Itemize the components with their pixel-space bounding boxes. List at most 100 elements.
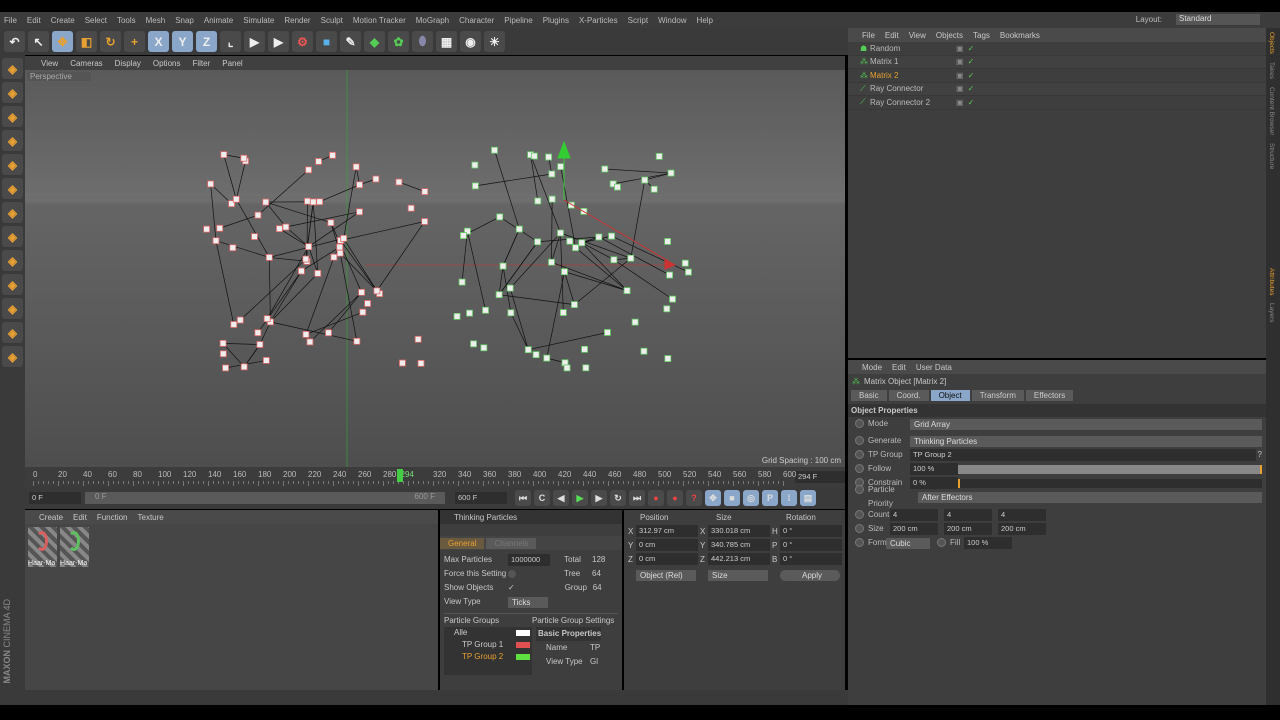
layout-dropdown[interactable]: Standard — [1176, 14, 1260, 25]
polygons-icon[interactable]: ◈ — [2, 178, 23, 199]
size-mode-dropdown[interactable]: Size — [708, 569, 768, 581]
force-checkbox[interactable] — [508, 570, 516, 578]
material-menu-texture[interactable]: Texture — [137, 512, 164, 522]
viewport-menu-panel[interactable]: Panel — [222, 58, 243, 68]
go-end-icon[interactable]: ⏭ — [629, 490, 645, 506]
magnet-icon[interactable]: ◈ — [2, 298, 23, 319]
om-menu-bookmarks[interactable]: Bookmarks — [999, 30, 1040, 40]
visibility-icon[interactable]: ▣ — [956, 43, 964, 53]
play-icon[interactable]: ▶ — [572, 490, 588, 506]
follow-field[interactable]: 100 % — [910, 463, 958, 475]
count-y[interactable]: 4 — [944, 509, 992, 521]
tweak-icon[interactable]: ◈ — [2, 250, 23, 271]
menu-character[interactable]: Character — [459, 15, 495, 25]
object-axis-icon[interactable]: ◈ — [2, 202, 23, 223]
menu-help[interactable]: Help — [696, 15, 713, 25]
step-forward-icon[interactable]: ▶ — [591, 490, 607, 506]
coord-field[interactable]: 340.785 cm — [708, 539, 770, 551]
move-gizmo-y[interactable] — [557, 140, 571, 200]
move-icon[interactable]: ✥ — [52, 31, 73, 52]
current-frame-field[interactable]: 294 F — [795, 471, 845, 483]
constrain-slider[interactable] — [958, 478, 1262, 488]
coordinate-system-icon[interactable]: ⌞ — [220, 31, 241, 52]
form-dropdown[interactable]: Cubic — [886, 537, 930, 549]
deformer-icon[interactable]: ⬮ — [412, 31, 433, 52]
material-menu-edit[interactable]: Edit — [73, 512, 87, 522]
am-menu-user-data[interactable]: User Data — [915, 362, 952, 372]
size-y[interactable]: 200 cm — [944, 523, 992, 535]
viewport-menu-view[interactable]: View — [41, 58, 59, 68]
step-back-icon[interactable]: ◀ — [553, 490, 569, 506]
om-menu-view[interactable]: View — [908, 30, 926, 40]
om-menu-edit[interactable]: Edit — [884, 30, 899, 40]
constrain-field[interactable]: 0 % — [910, 477, 958, 489]
menu-tools[interactable]: Tools — [116, 15, 136, 25]
end-frame-field[interactable]: 600 F — [455, 492, 507, 504]
key-param-icon[interactable]: P — [762, 490, 778, 506]
light-icon[interactable]: ☀ — [484, 31, 505, 52]
render-view-icon[interactable]: ▶ — [244, 31, 265, 52]
undo-icon[interactable]: ↶ — [4, 31, 25, 52]
enabled-check-icon[interactable]: ✓ — [967, 43, 975, 53]
material-menu-create[interactable]: Create — [39, 512, 64, 522]
model-icon[interactable]: ◈ — [2, 82, 23, 103]
om-menu-objects[interactable]: Objects — [935, 30, 964, 40]
go-start-icon[interactable]: ⏮ — [515, 490, 531, 506]
enabled-check-icon[interactable]: ✓ — [967, 70, 975, 80]
am-menu-edit[interactable]: Edit — [892, 362, 906, 372]
menu-create[interactable]: Create — [50, 15, 75, 25]
visibility-icon[interactable]: ▣ — [956, 57, 964, 67]
key-rotate-icon[interactable]: ◎ — [743, 490, 759, 506]
keyframe-icon[interactable]: ? — [686, 490, 702, 506]
material-swatch[interactable]: Haar-Ma — [28, 527, 57, 567]
menu-sculpt[interactable]: Sculpt — [320, 15, 343, 25]
menu-script[interactable]: Script — [627, 15, 649, 25]
timeline-ruler[interactable]: 294 F 0 20 40 60 80 100 120 140 160 180 200 220 240 2… — [25, 467, 845, 487]
start-frame-field[interactable]: 0 F — [29, 492, 81, 504]
menu-select[interactable]: Select — [84, 15, 107, 25]
tp-group-field[interactable]: TP Group 2 — [910, 449, 1256, 461]
tab-coord[interactable]: Coord. — [888, 389, 929, 401]
visibility-icon[interactable]: ▣ — [956, 84, 964, 94]
menu-animate[interactable]: Animate — [203, 15, 234, 25]
apply-button[interactable]: Apply — [780, 569, 840, 581]
add-icon[interactable]: + — [124, 31, 145, 52]
count-z[interactable]: 4 — [998, 509, 1046, 521]
scale-icon[interactable]: ◧ — [76, 31, 97, 52]
viewport-menu-cameras[interactable]: Cameras — [70, 58, 103, 68]
size-z[interactable]: 200 cm — [998, 523, 1046, 535]
tab-object[interactable]: Object — [930, 389, 970, 401]
visibility-icon[interactable]: ▣ — [956, 97, 964, 107]
mode-icon[interactable]: ◈ — [2, 58, 23, 79]
om-menu-file[interactable]: File — [862, 30, 875, 40]
coord-field[interactable]: 0 cm — [636, 539, 698, 551]
array-icon[interactable]: ✿ — [388, 31, 409, 52]
size-x[interactable]: 200 cm — [890, 523, 938, 535]
camera-icon[interactable]: ◉ — [460, 31, 481, 52]
coord-field[interactable]: 312.97 cm — [636, 525, 698, 537]
side-tab[interactable]: Attributes — [1268, 267, 1275, 296]
menu-mesh[interactable]: Mesh — [145, 15, 166, 25]
coord-field[interactable]: 0 ° — [780, 539, 842, 551]
show-objects-checkbox[interactable]: ✓ — [508, 583, 515, 592]
object-item[interactable]: ⟋ Ray Connector 2 ▣ ✓ — [848, 96, 1266, 110]
coord-mode-dropdown[interactable]: Object (Rel) — [636, 569, 696, 581]
menu-x-particles[interactable]: X-Particles — [578, 15, 618, 25]
coord-field[interactable]: 0 ° — [780, 525, 842, 537]
autokey-icon[interactable]: ● — [667, 490, 683, 506]
tab-basic[interactable]: Basic — [851, 389, 887, 401]
range-slider[interactable]: 0 F 600 F — [85, 492, 445, 504]
object-item[interactable]: ⁂ Matrix 2 ▣ ✓ — [848, 69, 1266, 83]
rotate-icon[interactable]: ↻ — [100, 31, 121, 52]
y-axis-icon[interactable]: Y — [172, 31, 193, 52]
timeline-icon[interactable]: ▤ — [800, 490, 816, 506]
playhead[interactable] — [396, 469, 403, 482]
live-selection-icon[interactable]: ↖ — [28, 31, 49, 52]
menu-render[interactable]: Render — [284, 15, 311, 25]
menu-window[interactable]: Window — [658, 15, 687, 25]
floor-icon[interactable]: ▦ — [436, 31, 457, 52]
viewport-menu-filter[interactable]: Filter — [192, 58, 211, 68]
max-particles-field[interactable]: 1000000 — [508, 554, 550, 566]
tab-transform[interactable]: Transform — [971, 389, 1024, 401]
menu-edit[interactable]: Edit — [26, 15, 41, 25]
